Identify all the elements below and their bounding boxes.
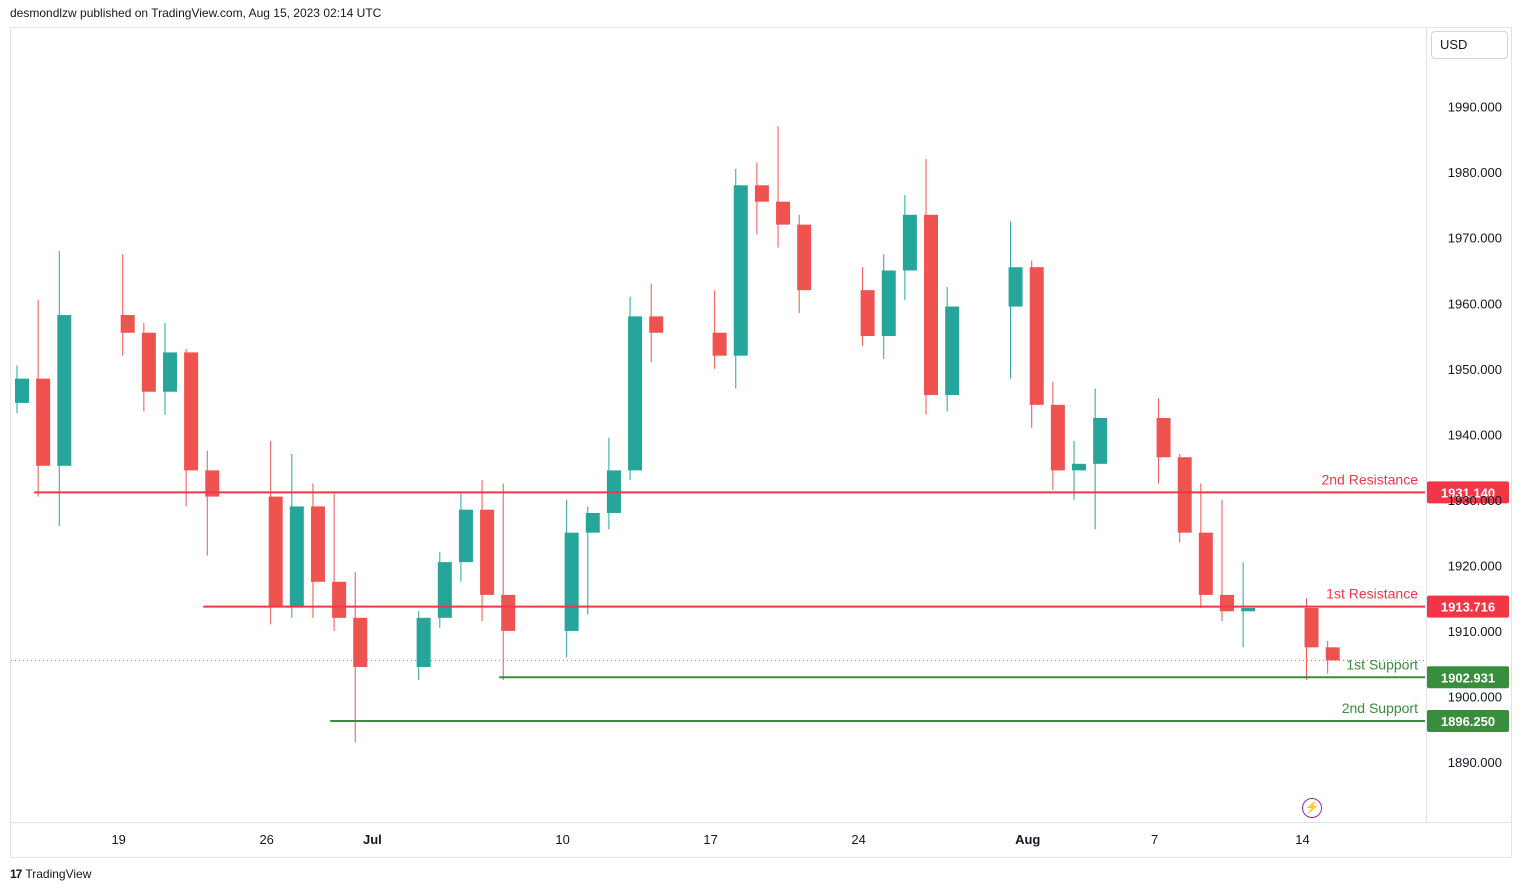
1st-resistance-price-value: 1913.716 xyxy=(1441,600,1495,615)
x-tick-label: 26 xyxy=(259,832,273,847)
2nd-resistance-price-tag xyxy=(1427,481,1509,504)
candle-body[interactable] xyxy=(902,214,917,271)
candle-body[interactable] xyxy=(649,316,664,333)
y-tick-label: 1990.000 xyxy=(1448,100,1502,115)
candle-body[interactable] xyxy=(268,496,283,607)
candle-body[interactable] xyxy=(416,617,431,667)
1st-resistance-price-tag xyxy=(1427,595,1509,618)
y-tick-label: 1890.000 xyxy=(1448,755,1502,770)
candle-body[interactable] xyxy=(564,532,579,631)
1st-support-price-tag xyxy=(1427,666,1509,689)
candle-body[interactable] xyxy=(458,509,473,563)
2nd-resistance-label: 2nd Resistance xyxy=(1321,471,1418,487)
candle-body[interactable] xyxy=(585,512,600,533)
candle-body[interactable] xyxy=(437,562,452,618)
y-tick-label: 1970.000 xyxy=(1448,231,1502,246)
candle-body[interactable] xyxy=(1198,532,1213,595)
candle-body[interactable] xyxy=(120,315,135,333)
time-axis-separator xyxy=(10,822,1512,823)
candle-body[interactable] xyxy=(289,506,304,607)
footer-brand[interactable]: 17 TradingView xyxy=(10,867,91,881)
candle-body[interactable] xyxy=(860,290,875,337)
y-tick-label: 1980.000 xyxy=(1448,165,1502,180)
candle-body[interactable] xyxy=(1304,608,1319,648)
currency-button[interactable]: USD xyxy=(1431,31,1508,59)
candle-body[interactable] xyxy=(1241,608,1256,612)
candle-body[interactable] xyxy=(332,581,347,618)
y-tick-label: 1910.000 xyxy=(1448,624,1502,639)
candle-body[interactable] xyxy=(1050,404,1065,471)
candle-body[interactable] xyxy=(1177,457,1192,533)
y-tick-label: 1960.000 xyxy=(1448,296,1502,311)
y-tick-label: 1950.000 xyxy=(1448,362,1502,377)
x-tick-label: 14 xyxy=(1295,832,1309,847)
x-tick-label: 24 xyxy=(851,832,865,847)
y-tick-label: 1920.000 xyxy=(1448,558,1502,573)
candle-body[interactable] xyxy=(754,185,769,202)
candle-body[interactable] xyxy=(945,306,960,396)
y-tick-label: 1930.000 xyxy=(1448,493,1502,508)
candle-body[interactable] xyxy=(1219,594,1234,612)
candle-body[interactable] xyxy=(184,352,199,471)
candle-body[interactable] xyxy=(1029,267,1044,405)
lightning-icon[interactable]: ⚡ xyxy=(1302,798,1322,818)
candle-body[interactable] xyxy=(1008,267,1023,307)
candle-body[interactable] xyxy=(1325,647,1340,661)
2nd-support-price-value: 1896.250 xyxy=(1441,714,1495,729)
tradingview-logo-icon: 17 xyxy=(10,867,22,881)
candle-body[interactable] xyxy=(310,506,325,582)
x-tick-label: 19 xyxy=(111,832,125,847)
2nd-support-label: 2nd Support xyxy=(1342,700,1418,716)
candle-body[interactable] xyxy=(797,224,812,291)
candle-body[interactable] xyxy=(733,185,748,356)
candle-body[interactable] xyxy=(1072,463,1086,471)
candle-body[interactable] xyxy=(712,332,727,356)
y-tick-label: 1900.000 xyxy=(1448,689,1502,704)
candle-body[interactable] xyxy=(353,617,368,667)
candle-body[interactable] xyxy=(1093,417,1108,464)
2nd-resistance-price-value: 1931.140 xyxy=(1441,485,1495,500)
candle-body[interactable] xyxy=(36,378,51,466)
candle-body[interactable] xyxy=(205,470,220,497)
price-axis-separator xyxy=(1426,27,1427,822)
candle-body[interactable] xyxy=(628,316,643,471)
x-tick-label: 7 xyxy=(1151,832,1158,847)
candle-body[interactable] xyxy=(924,214,939,396)
candle-body[interactable] xyxy=(881,270,896,337)
candle-body[interactable] xyxy=(141,332,156,392)
2nd-support-price-tag xyxy=(1427,710,1509,733)
candle-body[interactable] xyxy=(15,378,29,403)
1st-support-price-value: 1902.931 xyxy=(1441,670,1495,685)
x-tick-label: 17 xyxy=(703,832,717,847)
chart-frame xyxy=(10,27,1512,858)
y-tick-label: 1940.000 xyxy=(1448,427,1502,442)
x-tick-label: Aug xyxy=(1015,832,1040,847)
candle-body[interactable] xyxy=(776,201,791,225)
x-tick-label: 10 xyxy=(555,832,569,847)
1st-support-label: 1st Support xyxy=(1346,656,1418,672)
footer-brand-label: TradingView xyxy=(25,867,92,881)
x-tick-label: Jul xyxy=(363,832,382,847)
candle-body[interactable] xyxy=(501,594,516,631)
candle-body[interactable] xyxy=(162,352,177,392)
1st-resistance-label: 1st Resistance xyxy=(1326,586,1418,602)
candle-body[interactable] xyxy=(57,315,72,466)
publisher-info: desmondlzw published on TradingView.com,… xyxy=(10,6,382,20)
candle-body[interactable] xyxy=(1156,417,1171,458)
candle-body[interactable] xyxy=(480,509,495,595)
